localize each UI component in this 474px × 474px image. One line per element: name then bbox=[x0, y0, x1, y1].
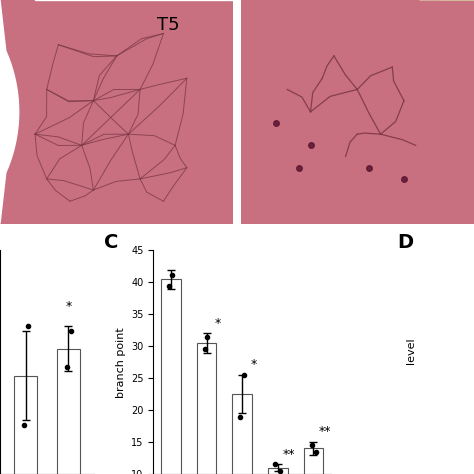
Text: **: ** bbox=[283, 447, 295, 461]
Text: *: * bbox=[250, 358, 257, 371]
Bar bbox=[161, 279, 181, 474]
Text: *: * bbox=[65, 300, 72, 313]
Polygon shape bbox=[0, 0, 18, 224]
Text: C: C bbox=[104, 233, 118, 252]
Bar bbox=[232, 394, 252, 474]
Bar bbox=[268, 468, 288, 474]
Bar bbox=[197, 343, 217, 474]
Text: D: D bbox=[397, 233, 413, 252]
Text: T5: T5 bbox=[157, 16, 180, 34]
Text: **: ** bbox=[319, 425, 331, 438]
Text: level: level bbox=[406, 337, 416, 365]
Text: *: * bbox=[215, 317, 221, 329]
Bar bbox=[303, 448, 323, 474]
Bar bbox=[14, 375, 37, 474]
Bar bbox=[57, 349, 80, 474]
Y-axis label: branch point: branch point bbox=[116, 327, 126, 398]
